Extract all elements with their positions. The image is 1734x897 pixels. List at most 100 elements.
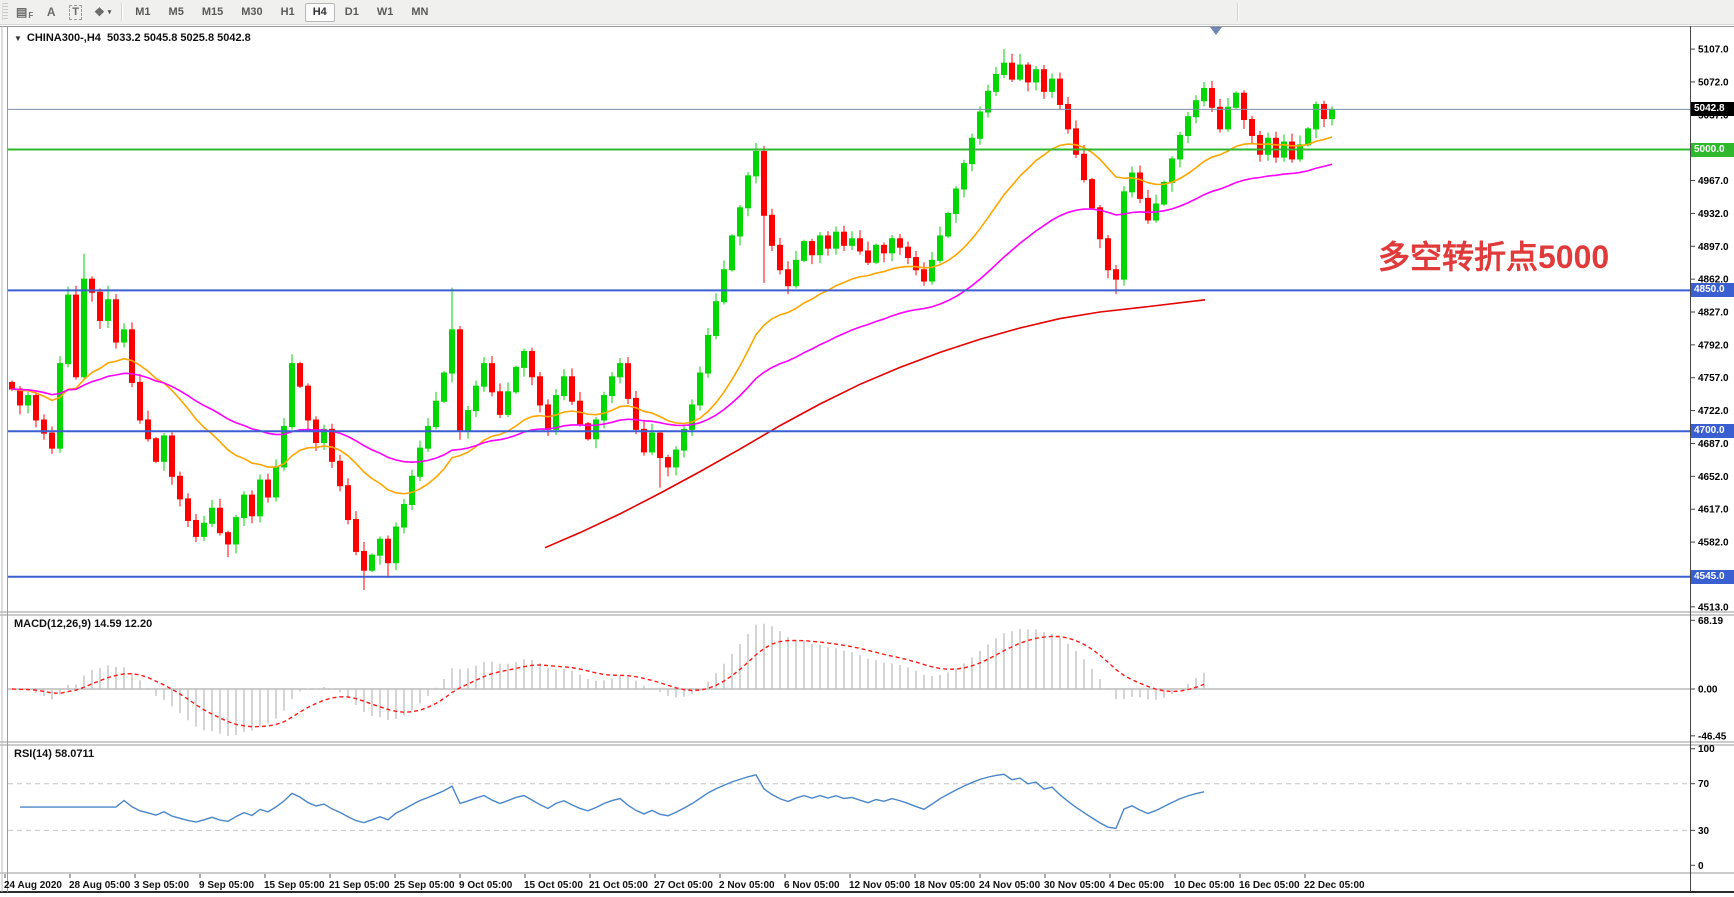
- timeframe-button-H4[interactable]: H4: [304, 2, 335, 22]
- candle-body: [1145, 197, 1151, 221]
- rsi-pane[interactable]: [8, 773, 1690, 831]
- candle-body: [1025, 64, 1031, 83]
- candle-body: [81, 278, 87, 378]
- candle-body: [1265, 137, 1271, 155]
- candle-body: [265, 479, 271, 498]
- candle-body: [937, 235, 943, 261]
- candle-body: [65, 294, 71, 365]
- rsi-tick-label: 70: [1698, 779, 1710, 790]
- time-tick-label: 2 Nov 05:00: [719, 880, 775, 891]
- candle-body: [241, 494, 247, 519]
- candle-body: [1305, 128, 1311, 146]
- time-tick-label: 22 Dec 05:00: [1304, 880, 1365, 891]
- time-axis[interactable]: 24 Aug 2020 28 Aug 05:00 3 Sep 05:00 9 Sep …: [4, 874, 1365, 891]
- candle-body: [249, 494, 255, 517]
- candle-body: [665, 457, 671, 468]
- timeframe-button-M1[interactable]: M1: [135, 6, 151, 18]
- time-tick-label: 12 Nov 05:00: [849, 880, 911, 891]
- candle-body: [1009, 62, 1015, 80]
- candle-body: [641, 428, 647, 453]
- candle-body: [521, 350, 527, 368]
- macd-label: MACD(12,26,9) 14.59 12.20: [14, 618, 153, 630]
- candle-body: [817, 235, 823, 256]
- timeframe-button-MN[interactable]: MN: [411, 6, 429, 18]
- candle-body: [625, 363, 631, 399]
- candle-body: [745, 175, 751, 209]
- symbol-ohlc-header: ▼ CHINA300-,H4 5033.2 5045.8 5025.8 5042.…: [14, 32, 251, 44]
- candle-body: [1225, 106, 1231, 130]
- collapse-triangle-icon[interactable]: ▼: [14, 34, 22, 43]
- candle-body: [369, 554, 375, 571]
- candle-body: [1233, 92, 1239, 108]
- main-price-pane[interactable]: [8, 49, 1690, 590]
- candle-body: [513, 366, 519, 393]
- candle-body: [49, 432, 55, 449]
- candle-body: [561, 376, 567, 397]
- candle-body: [881, 244, 887, 254]
- chart-window: 5107.05072.05037.04967.04932.04897.04862…: [0, 26, 1734, 895]
- candle-body: [113, 299, 119, 343]
- text-label-button[interactable]: T: [64, 2, 87, 23]
- timeframe-button-H1[interactable]: H1: [280, 6, 295, 18]
- candle-body: [1121, 191, 1127, 280]
- candle-body: [961, 163, 967, 190]
- candle-body: [305, 385, 311, 421]
- price-tick-label: 4687.0: [1698, 439, 1729, 450]
- candle-body: [689, 404, 695, 430]
- price-tick-label: 4582.0: [1698, 538, 1729, 549]
- price-tick-label: 4513.0: [1698, 602, 1729, 613]
- time-tick-label: 18 Nov 05:00: [914, 880, 976, 891]
- candle-body: [793, 259, 799, 287]
- candle-body: [1049, 78, 1055, 92]
- candle-body: [329, 428, 335, 462]
- candle-body: [1057, 78, 1063, 105]
- candle-body: [385, 538, 391, 564]
- price-tick-label: 5072.0: [1698, 77, 1729, 88]
- price-axis[interactable]: 5107.05072.05037.04967.04932.04897.04862…: [1690, 45, 1729, 872]
- time-tick-label: 25 Sep 05:00: [394, 880, 455, 891]
- chart-shift-marker-icon[interactable]: [1210, 27, 1222, 35]
- toolbar-grip[interactable]: [2, 3, 8, 21]
- candle-body: [153, 438, 159, 462]
- candle-body: [953, 188, 959, 214]
- price-tick-label: 4862.0: [1698, 275, 1729, 286]
- price-tick-label: 4652.0: [1698, 472, 1729, 483]
- pane-frame: [0, 26, 1734, 893]
- candle-body: [289, 363, 295, 428]
- candle-body: [1169, 158, 1175, 183]
- candle-body: [865, 250, 871, 263]
- macd-pane[interactable]: [8, 623, 1690, 736]
- chart-annotation-text[interactable]: 多空转折点5000: [1378, 239, 1610, 275]
- candle-body: [769, 214, 775, 246]
- candle-body: [1321, 103, 1327, 120]
- candle-body: [217, 507, 223, 534]
- candle-body: [705, 334, 711, 374]
- time-tick-label: 9 Sep 05:00: [199, 880, 254, 891]
- candle-body: [353, 519, 359, 552]
- timeframe-button-W1[interactable]: W1: [376, 6, 394, 18]
- candle-body: [785, 269, 791, 287]
- time-tick-label: 27 Oct 05:00: [654, 880, 713, 891]
- timeframe-button-M5[interactable]: M5: [168, 6, 184, 18]
- candle-body: [977, 111, 983, 139]
- candle-body: [1097, 207, 1103, 240]
- timeframe-button-M15[interactable]: M15: [201, 6, 224, 18]
- candle-body: [433, 400, 439, 428]
- periodicity-grid-icon[interactable]: ▤ F: [11, 2, 38, 23]
- time-tick-label: 21 Oct 05:00: [589, 880, 648, 891]
- time-tick-label: 28 Aug 05:00: [69, 880, 131, 891]
- objects-arrange-button[interactable]: ❖ ▾: [89, 2, 116, 23]
- timeframe-button-M30[interactable]: M30: [241, 6, 263, 18]
- candle-body: [601, 395, 607, 421]
- candle-body: [1065, 103, 1071, 130]
- candle-body: [297, 363, 303, 387]
- price-tick-label: 5107.0: [1698, 45, 1729, 56]
- candle-body: [457, 329, 463, 432]
- candle-body: [1113, 269, 1119, 280]
- font-a-button[interactable]: A: [40, 2, 62, 23]
- ma-mid-line: [11, 163, 1333, 464]
- timeframe-group: M1 M5 M15 M30 H1 H4 D1 W1 MN: [126, 2, 437, 22]
- timeframe-button-D1[interactable]: D1: [344, 6, 359, 18]
- candle-body: [377, 538, 383, 556]
- candle-body: [569, 376, 575, 402]
